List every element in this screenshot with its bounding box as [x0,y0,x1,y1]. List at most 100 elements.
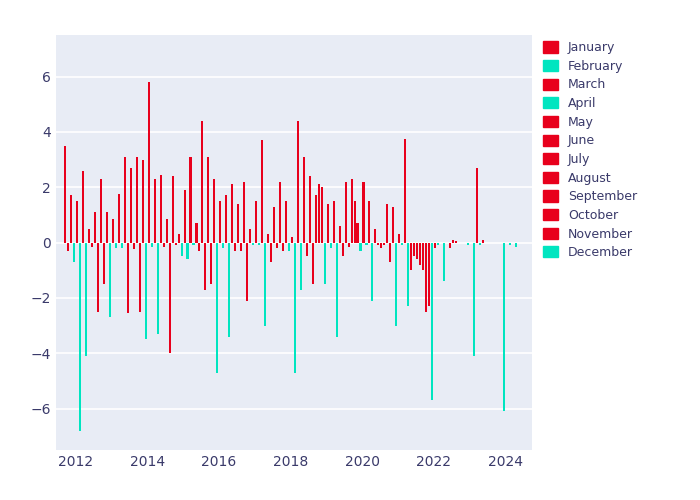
Bar [279,182,281,242]
Bar [264,242,266,326]
Bar [503,242,505,412]
Bar [74,242,75,262]
Bar [243,182,245,242]
Bar [148,82,150,242]
Bar [455,241,457,242]
Bar [285,201,287,242]
Bar [360,242,361,251]
Bar [389,242,391,262]
Bar [365,242,368,246]
Bar [425,242,427,312]
Bar [186,242,188,259]
Bar [118,194,120,242]
Bar [392,206,394,242]
Bar [332,201,335,242]
Bar [82,170,84,242]
Bar [97,242,99,312]
Bar [401,242,403,246]
Bar [112,219,114,242]
Bar [482,240,484,242]
Bar [214,179,216,242]
Bar [297,121,299,242]
Bar [351,179,353,242]
Bar [339,226,341,242]
Bar [106,212,108,242]
Bar [342,242,344,256]
Bar [327,204,329,242]
Bar [452,240,454,242]
Bar [190,156,192,242]
Bar [354,201,356,242]
Bar [395,242,398,326]
Bar [172,176,174,242]
Bar [225,196,228,242]
Bar [404,138,406,242]
Bar [315,196,317,242]
Bar [422,242,424,270]
Bar [240,242,242,251]
Bar [121,242,123,248]
Bar [195,223,197,242]
Bar [231,184,233,242]
Bar [94,212,96,242]
Bar [377,242,379,246]
Bar [303,156,305,242]
Bar [223,242,225,248]
Bar [398,234,400,242]
Bar [479,242,481,246]
Bar [255,201,257,242]
Bar [160,174,162,242]
Bar [288,242,290,251]
Bar [103,242,105,284]
Bar [321,187,323,242]
Bar [356,223,358,242]
Bar [115,242,117,248]
Bar [384,242,386,246]
Bar [181,242,183,256]
Bar [294,242,296,372]
Bar [273,206,275,242]
Bar [380,242,382,248]
Bar [67,242,69,251]
Bar [169,242,171,353]
Bar [476,168,478,242]
Bar [198,242,200,251]
Bar [431,242,433,400]
Bar [162,242,164,246]
Bar [91,242,93,246]
Bar [330,242,332,248]
Bar [178,234,180,242]
Bar [228,242,230,336]
Bar [312,242,314,284]
Bar [473,242,475,356]
Bar [249,228,251,242]
Bar [258,242,260,246]
Bar [70,196,72,242]
Bar [443,242,445,281]
Bar [335,242,337,336]
Bar [85,242,88,356]
Bar [219,201,221,242]
Bar [347,242,349,246]
Bar [133,242,135,250]
Bar [306,242,308,256]
Bar [154,179,156,242]
Bar [514,242,517,246]
Bar [130,168,132,242]
Bar [166,219,168,242]
Bar [386,204,389,242]
Bar [150,242,153,246]
Bar [193,242,195,246]
Bar [157,242,159,334]
Bar [300,242,302,290]
Bar [413,242,415,256]
Bar [374,228,377,242]
Bar [183,190,186,242]
Bar [216,242,218,372]
Bar [318,184,320,242]
Bar [434,242,436,248]
Bar [145,242,147,340]
Bar [76,201,78,242]
Bar [234,242,237,251]
Bar [368,201,370,242]
